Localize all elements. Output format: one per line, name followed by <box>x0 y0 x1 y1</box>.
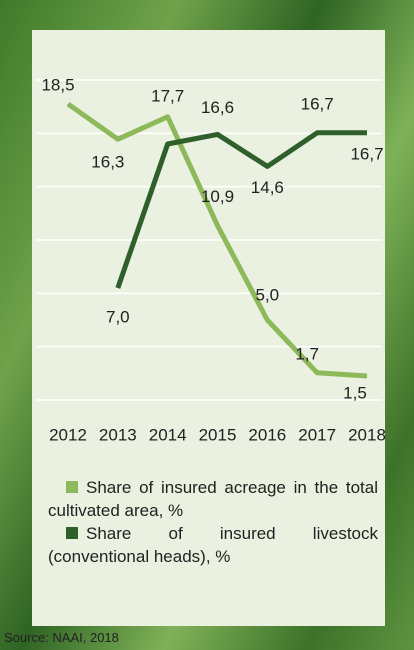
source: Source: NAAI, 2018 <box>4 630 119 645</box>
data-label: 14,6 <box>251 178 284 197</box>
data-label: 16,6 <box>201 98 234 117</box>
x-tick-label: 2018 <box>348 425 386 444</box>
data-label: 17,7 <box>151 86 184 105</box>
data-label: 18,5 <box>41 75 74 94</box>
series-line <box>66 101 368 379</box>
x-tick-label: 2013 <box>99 425 137 444</box>
x-tick-label: 2014 <box>149 425 187 444</box>
legend-item: Share of insured livestock (conventional… <box>48 522 378 568</box>
legend-swatch <box>66 527 78 539</box>
data-label: 1,7 <box>295 344 319 363</box>
data-label: 16,3 <box>91 153 124 172</box>
legend-label: Share of insured acreage in the total cu… <box>48 478 378 520</box>
x-tick-label: 2017 <box>298 425 336 444</box>
data-label: 10,9 <box>201 187 234 206</box>
data-label: 7,0 <box>106 307 130 326</box>
legend-item: Share of insured acreage in the total cu… <box>48 476 378 522</box>
series-line <box>115 130 367 289</box>
data-label: 16,7 <box>301 94 334 113</box>
data-label: 1,5 <box>343 383 367 402</box>
data-label: 16,7 <box>350 144 383 163</box>
x-tick-label: 2012 <box>49 425 87 444</box>
x-tick-label: 2015 <box>199 425 237 444</box>
legend-label: Share of insured livestock (conventional… <box>48 524 378 566</box>
legend-swatch <box>66 481 78 493</box>
x-tick-label: 2016 <box>248 425 286 444</box>
panel <box>32 30 385 626</box>
legend: Share of insured acreage in the total cu… <box>48 476 378 568</box>
data-label: 5,0 <box>256 285 280 304</box>
